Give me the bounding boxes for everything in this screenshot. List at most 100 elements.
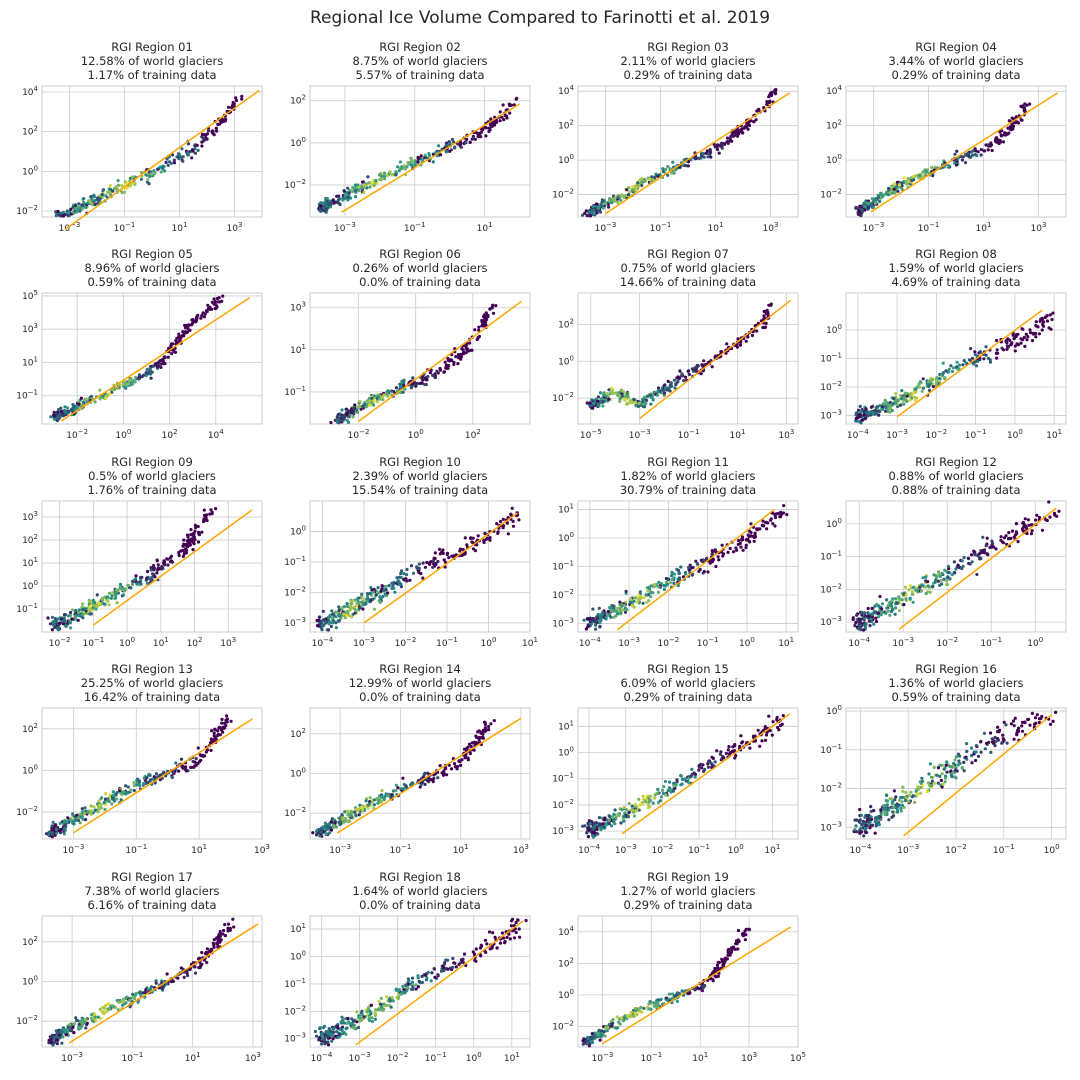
data-point — [358, 606, 362, 610]
data-point — [191, 149, 195, 153]
data-point — [1029, 331, 1033, 335]
data-point — [896, 398, 900, 402]
tick-label: 10−4 — [578, 843, 600, 856]
data-point — [666, 173, 670, 177]
data-point — [857, 617, 861, 621]
data-point — [620, 608, 624, 612]
data-point — [508, 111, 512, 115]
data-point — [450, 137, 454, 142]
data-point — [62, 832, 66, 836]
data-point — [735, 548, 739, 552]
data-point — [401, 390, 405, 394]
data-point — [860, 613, 864, 617]
data-point — [619, 821, 623, 825]
subplot-title-line: RGI Region 02 — [379, 40, 461, 54]
data-point — [161, 167, 165, 171]
data-point — [935, 575, 939, 579]
data-point — [628, 399, 632, 403]
data-point — [867, 411, 872, 415]
data-point — [459, 145, 463, 149]
data-point — [765, 527, 769, 531]
data-point — [917, 382, 921, 386]
data-point — [480, 320, 484, 324]
data-point — [705, 556, 709, 560]
data-point — [50, 828, 54, 832]
data-point — [623, 398, 627, 402]
data-point — [903, 585, 908, 589]
data-point — [913, 395, 917, 399]
tick-label: 103 — [1031, 221, 1047, 234]
reference-line — [896, 309, 1043, 418]
data-point — [645, 600, 649, 604]
data-point — [927, 388, 932, 392]
data-point — [89, 195, 93, 199]
data-point — [780, 722, 784, 726]
data-point — [123, 386, 127, 390]
data-point — [405, 573, 409, 577]
tick-label: 101 — [764, 843, 780, 856]
data-point — [468, 341, 472, 345]
data-point — [391, 789, 395, 793]
data-point — [422, 156, 427, 160]
data-point — [598, 625, 602, 629]
data-point — [677, 568, 681, 573]
data-point — [895, 601, 899, 605]
data-point — [156, 167, 160, 171]
data-point — [46, 616, 50, 620]
data-point — [884, 192, 888, 196]
data-point — [972, 362, 976, 366]
data-point — [891, 608, 895, 612]
tick-label: 10−1 — [125, 843, 147, 856]
data-point — [341, 612, 346, 616]
data-point — [188, 543, 192, 547]
data-point — [662, 584, 666, 588]
data-point — [866, 614, 870, 618]
data-point — [936, 579, 941, 583]
data-point — [388, 170, 392, 174]
data-point — [769, 517, 773, 521]
data-point — [122, 789, 126, 794]
data-point — [481, 735, 485, 739]
data-point — [890, 599, 894, 603]
data-point — [444, 363, 448, 367]
data-point — [366, 806, 370, 810]
data-point — [991, 542, 995, 546]
plot-frame — [309, 85, 531, 218]
subplot-title-line: RGI Region 15 — [647, 662, 729, 676]
data-point — [1034, 335, 1038, 339]
data-point — [206, 303, 210, 307]
tick-label: 102 — [22, 533, 38, 546]
data-point — [91, 598, 95, 602]
data-point — [1006, 344, 1010, 349]
tick-label: 103 — [778, 428, 794, 441]
scatter-points — [854, 102, 1032, 218]
data-point — [448, 149, 452, 153]
data-point — [193, 760, 197, 764]
data-point — [492, 719, 496, 723]
data-point — [941, 361, 945, 365]
data-point — [769, 302, 773, 306]
data-point — [584, 627, 588, 631]
data-point — [874, 610, 878, 614]
data-point — [399, 582, 403, 586]
data-point — [190, 323, 194, 327]
data-point — [779, 515, 783, 519]
data-point — [186, 540, 190, 544]
data-point — [138, 576, 143, 580]
data-point — [121, 383, 125, 387]
data-point — [468, 751, 472, 756]
data-point — [755, 109, 759, 113]
data-point — [375, 400, 379, 404]
reference-line — [358, 300, 522, 422]
data-point — [908, 584, 913, 588]
data-point — [71, 608, 75, 612]
data-point — [399, 571, 403, 576]
data-point — [93, 199, 97, 203]
data-point — [595, 616, 600, 620]
data-point — [967, 358, 972, 362]
data-point — [77, 202, 81, 206]
data-point — [52, 410, 56, 414]
data-point — [1047, 326, 1051, 330]
data-point — [209, 508, 213, 512]
data-point — [892, 182, 896, 186]
